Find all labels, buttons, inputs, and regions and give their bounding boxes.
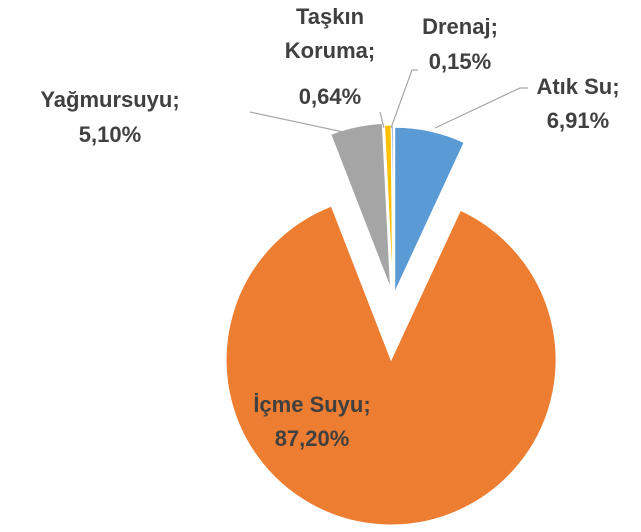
leader-line — [390, 69, 418, 129]
label-line: Taşkın — [296, 4, 364, 29]
data-label-category: Taşkın Koruma; — [285, 4, 375, 63]
leader-line — [249, 111, 349, 134]
pie-slice — [394, 126, 465, 293]
data-label-category: Drenaj; — [422, 14, 498, 39]
leader-line — [379, 111, 385, 129]
data-label-value: 0,64% — [299, 84, 361, 109]
data-label-value: 87,20% — [275, 426, 350, 451]
data-label-category: Atık Su; — [536, 74, 619, 99]
label-line: Koruma; — [285, 38, 375, 63]
data-label-value: 5,10% — [79, 122, 141, 147]
data-label-category: İçme Suyu; — [253, 392, 370, 417]
data-label-value: 0,15% — [429, 49, 491, 74]
data-label-category: Yağmursuyu; — [40, 87, 179, 112]
pie-slice — [225, 205, 557, 526]
leader-line — [434, 87, 528, 129]
data-label-value: 6,91% — [547, 108, 609, 133]
